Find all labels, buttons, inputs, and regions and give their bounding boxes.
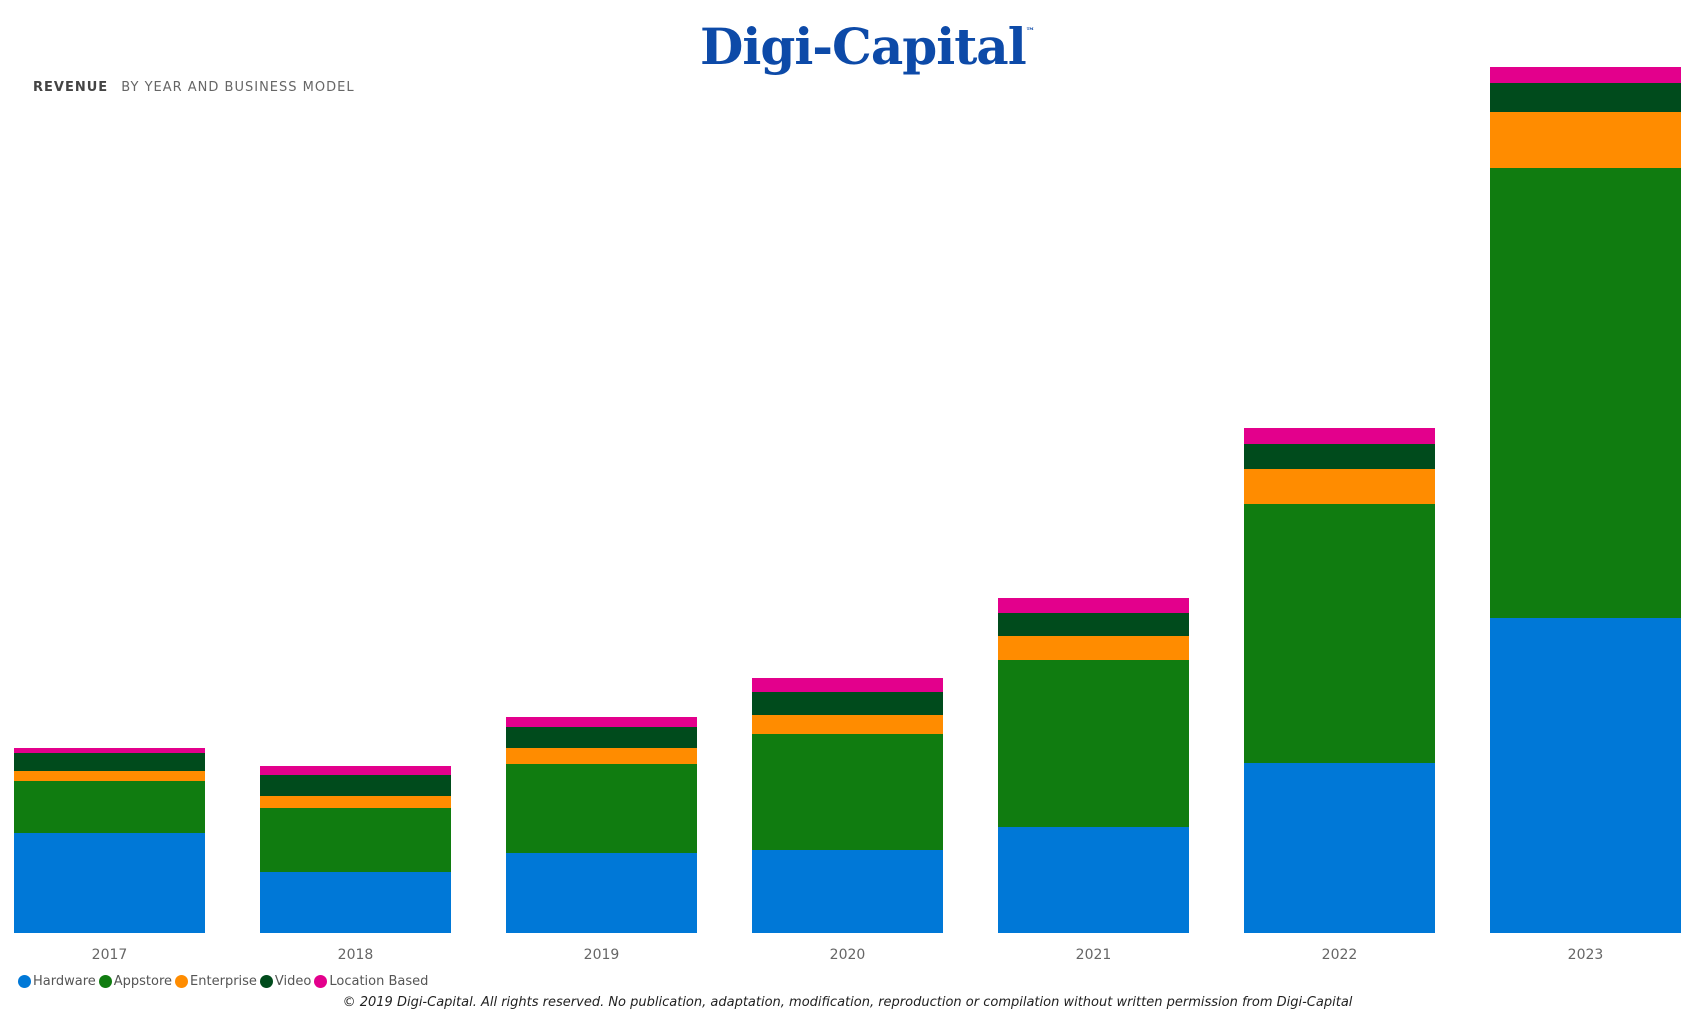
bar-2021-location-based[interactable] <box>998 598 1189 613</box>
bar-2017-video[interactable] <box>14 753 205 771</box>
legend-label: Hardware <box>33 974 96 989</box>
bar-2021-appstore[interactable] <box>998 660 1189 827</box>
chart-subtitle: BY YEAR AND BUSINESS MODEL <box>121 80 355 95</box>
bar-2020-location-based[interactable] <box>752 678 943 692</box>
bar-2020-video[interactable] <box>752 692 943 715</box>
x-tick-label: 2019 <box>584 947 620 963</box>
digi-capital-logo: Digi-Capital™ <box>700 22 1035 72</box>
bar-2019-video[interactable] <box>506 727 697 748</box>
chart-title-block: REVENUE BY YEAR AND BUSINESS MODEL <box>33 80 355 95</box>
bar-2022-enterprise[interactable] <box>1244 469 1435 504</box>
bar-2017-hardware[interactable] <box>14 833 205 933</box>
bar-2022-video[interactable] <box>1244 444 1435 469</box>
legend-item[interactable]: Appstore <box>98 974 173 989</box>
bar-2018-enterprise[interactable] <box>260 796 451 808</box>
x-tick-label: 2022 <box>1322 947 1358 963</box>
legend-label: Location Based <box>329 974 429 989</box>
legend-dot <box>314 975 328 988</box>
legend-item[interactable]: Location Based <box>314 974 428 989</box>
legend-item[interactable]: Video <box>259 974 312 989</box>
bar-2020-hardware[interactable] <box>752 850 943 933</box>
logo-text: Digi-Capital <box>700 17 1027 76</box>
bar-2017-location-based[interactable] <box>14 748 205 753</box>
legend-dot <box>259 975 273 988</box>
logo-trademark: ™ <box>1025 27 1035 37</box>
bar-2022-location-based[interactable] <box>1244 428 1435 444</box>
x-tick-label: 2023 <box>1568 947 1604 963</box>
bar-2019-location-based[interactable] <box>506 717 697 727</box>
bar-2019-appstore[interactable] <box>506 764 697 853</box>
legend-dot <box>98 975 112 988</box>
bar-2020-appstore[interactable] <box>752 734 943 850</box>
bar-2018-video[interactable] <box>260 775 451 796</box>
bar-2018-hardware[interactable] <box>260 872 451 933</box>
bar-2022-appstore[interactable] <box>1244 504 1435 763</box>
x-tick-label: 2020 <box>830 947 866 963</box>
chart-legend: Hardware Appstore Enterprise Video Location … <box>18 974 431 989</box>
bar-2019-enterprise[interactable] <box>506 748 697 764</box>
bar-2023-appstore[interactable] <box>1490 168 1681 618</box>
legend-label: Enterprise <box>190 974 257 989</box>
legend-label: Video <box>274 974 312 989</box>
x-tick-label: 2021 <box>1076 947 1112 963</box>
x-tick-label: 2017 <box>92 947 128 963</box>
bar-2018-appstore[interactable] <box>260 808 451 872</box>
bar-2021-enterprise[interactable] <box>998 636 1189 660</box>
bar-2023-video[interactable] <box>1490 83 1681 112</box>
bar-2022-hardware[interactable] <box>1244 763 1435 933</box>
bar-2021-hardware[interactable] <box>998 827 1189 933</box>
x-tick-label: 2018 <box>338 947 374 963</box>
legend-dot <box>18 975 31 988</box>
chart-title: REVENUE <box>33 80 109 95</box>
bar-2018-location-based[interactable] <box>260 766 451 775</box>
bar-2023-location-based[interactable] <box>1490 67 1681 83</box>
bar-2017-enterprise[interactable] <box>14 771 205 781</box>
bar-2017-appstore[interactable] <box>14 781 205 833</box>
bar-2021-video[interactable] <box>998 613 1189 636</box>
bar-2020-enterprise[interactable] <box>752 715 943 734</box>
bar-2023-hardware[interactable] <box>1490 618 1681 933</box>
legend-item[interactable]: Hardware <box>18 974 96 989</box>
legend-item[interactable]: Enterprise <box>175 974 257 989</box>
legend-label: Appstore <box>113 974 173 989</box>
bar-2019-hardware[interactable] <box>506 853 697 933</box>
legend-dot <box>175 975 189 988</box>
copyright-notice: © 2019 Digi-Capital. All rights reserved… <box>342 995 1353 1010</box>
bar-2023-enterprise[interactable] <box>1490 112 1681 168</box>
